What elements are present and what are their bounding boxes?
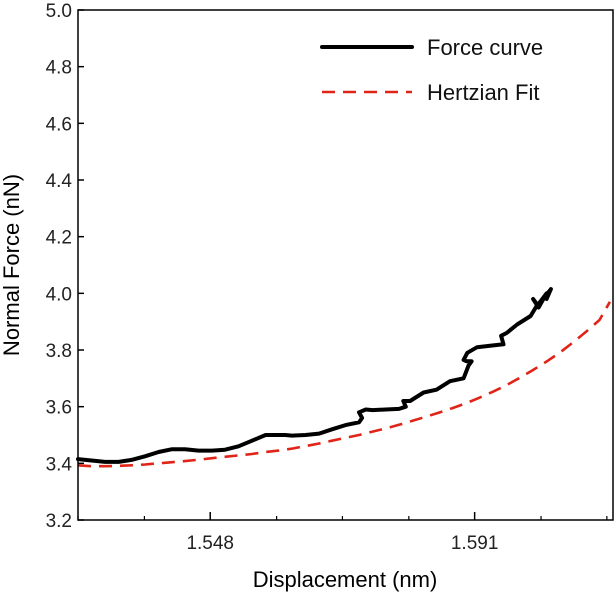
- legend-label-hertzian-fit: Hertzian Fit: [427, 80, 539, 105]
- series-line-hertzian-fit: [77, 301, 612, 468]
- x-tick-label: 1.548: [186, 533, 234, 554]
- legend-label-force-curve: Force curve: [427, 35, 543, 60]
- y-tick-label: 4.6: [46, 114, 72, 135]
- x-axis-title: Displacement (nm): [253, 567, 438, 592]
- ticks-layer: 3.2 3.4 3.6 3.8 4.0 4.2 4.4 4.6 4.8 5.0 1.548 1.591: [46, 1, 608, 554]
- y-tick-label: 3.8: [46, 341, 72, 362]
- y-tick-label: 3.6: [46, 398, 72, 419]
- y-tick-label: 4.8: [46, 58, 72, 79]
- y-tick-label: 5.0: [46, 1, 72, 22]
- legend: Force curve Hertzian Fit: [320, 35, 543, 105]
- series-line-force-curve: [76, 287, 553, 464]
- y-tick-label: 4.4: [46, 171, 73, 192]
- x-tick-label: 1.591: [451, 533, 499, 554]
- y-tick-label: 4.0: [46, 284, 72, 305]
- plot-area: 3.2 3.4 3.6 3.8 4.0 4.2 4.4 4.6 4.8 5.0 1.548 1.591: [46, 1, 614, 554]
- y-tick-label: 3.2: [46, 511, 72, 532]
- series-layer: [76, 287, 612, 468]
- axes-frame: [77, 9, 614, 521]
- y-tick-label: 4.2: [46, 228, 72, 249]
- y-axis-title: Normal Force (nN): [0, 174, 24, 356]
- y-tick-label: 3.4: [46, 454, 73, 475]
